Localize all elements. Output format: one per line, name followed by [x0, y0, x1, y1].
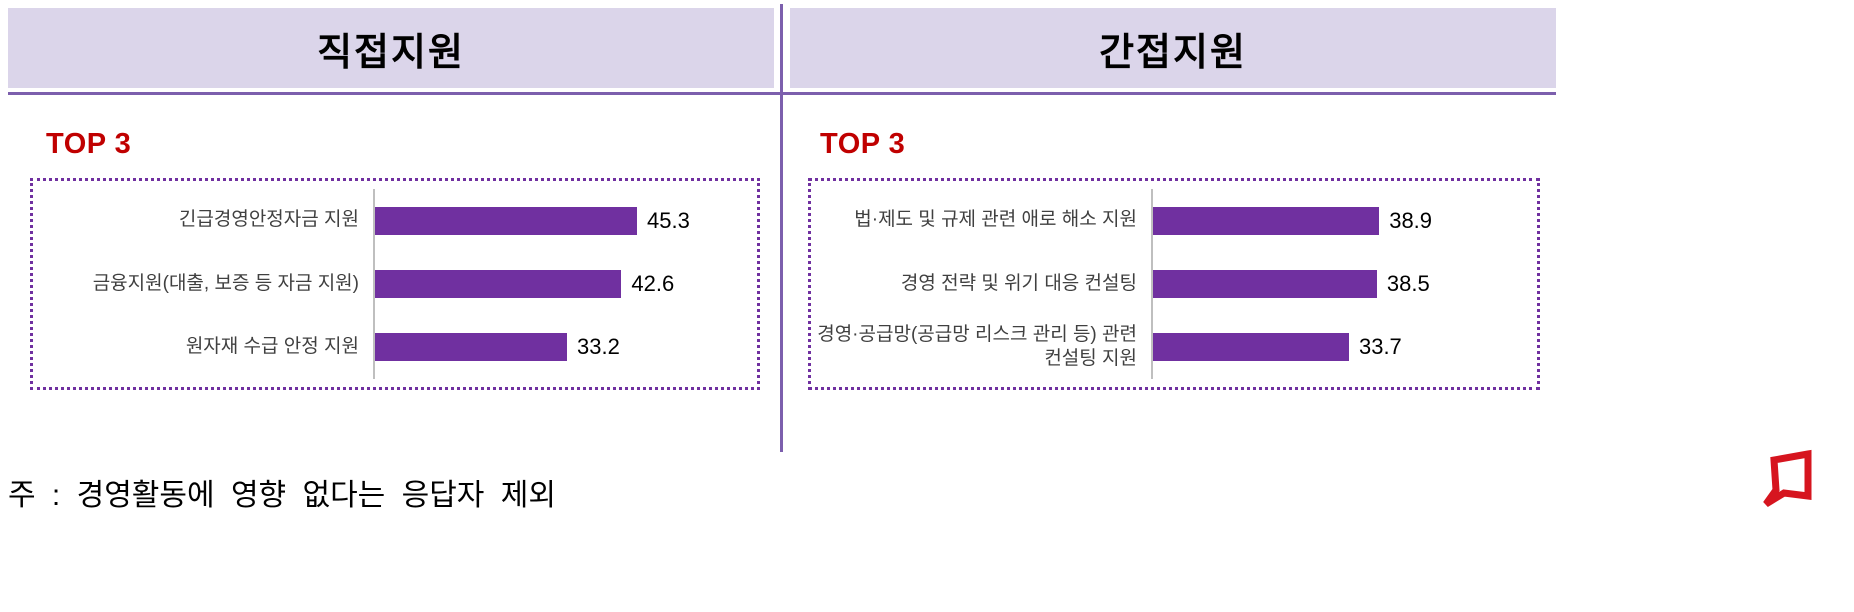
news-agency-logo-icon	[1763, 449, 1812, 507]
bar-row: 원자재 수급 안정 지원 33.2	[33, 315, 757, 379]
bar	[375, 333, 568, 362]
bar-label: 긴급경영안정자금 지원	[178, 209, 359, 231]
panel-divider-line	[780, 4, 783, 452]
top3-label-direct: TOP 3	[46, 128, 132, 160]
bar	[1153, 333, 1349, 362]
bar-value: 42.6	[631, 270, 675, 296]
bar-row: 경영·공급망(공급망 리스크 관리 등) 관련 컨설팅 지원 33.7	[811, 315, 1537, 379]
bar-area: 45.3	[373, 189, 757, 253]
chart-box-indirect: 법·제도 및 규제 관련 애로 해소 지원 38.9 경영 전략 및 위기 대응…	[808, 178, 1540, 390]
footnote: 주 : 경영활동에 영향 없다는 응답자 제외	[8, 479, 556, 512]
bar-row: 금융지원(대출, 보증 등 자금 지원) 42.6	[33, 252, 757, 316]
bar	[375, 269, 622, 298]
bar-area: 33.2	[373, 315, 757, 379]
bar-value: 38.5	[1386, 270, 1430, 296]
bar-value: 33.7	[1358, 334, 1402, 360]
panel-header-direct-support: 직접지원	[8, 8, 774, 88]
panel-header-indirect-support: 간접지원	[790, 8, 1556, 88]
bar-row: 법·제도 및 규제 관련 애로 해소 지원 38.9	[811, 189, 1537, 253]
bar	[375, 206, 638, 235]
bar-area: 38.5	[1151, 252, 1537, 316]
bar-value: 45.3	[647, 207, 690, 233]
top3-label-indirect: TOP 3	[820, 128, 906, 160]
bar-value: 38.9	[1389, 207, 1433, 233]
bar-row: 긴급경영안정자금 지원 45.3	[33, 189, 757, 253]
bar-label: 원자재 수급 안정 지원	[185, 335, 359, 357]
bar-label: 법·제도 및 규제 관련 애로 해소 지원	[854, 209, 1137, 231]
bar-label: 금융지원(대출, 보증 등 자금 지원)	[92, 272, 359, 294]
bar-value: 33.2	[577, 334, 620, 360]
bar-label: 경영·공급망(공급망 리스크 관리 등) 관련 컨설팅 지원	[817, 323, 1137, 370]
bar-area: 42.6	[373, 252, 757, 316]
bar	[1153, 269, 1377, 298]
chart-box-direct: 긴급경영안정자금 지원 45.3 금융지원(대출, 보증 등 자금 지원) 42…	[30, 178, 760, 390]
bar	[1153, 206, 1380, 235]
bar-area: 33.7	[1151, 315, 1537, 379]
bar-label: 경영 전략 및 위기 대응 컨설팅	[900, 272, 1137, 294]
bar-area: 38.9	[1151, 189, 1537, 253]
bar-row: 경영 전략 및 위기 대응 컨설팅 38.5	[811, 252, 1537, 316]
